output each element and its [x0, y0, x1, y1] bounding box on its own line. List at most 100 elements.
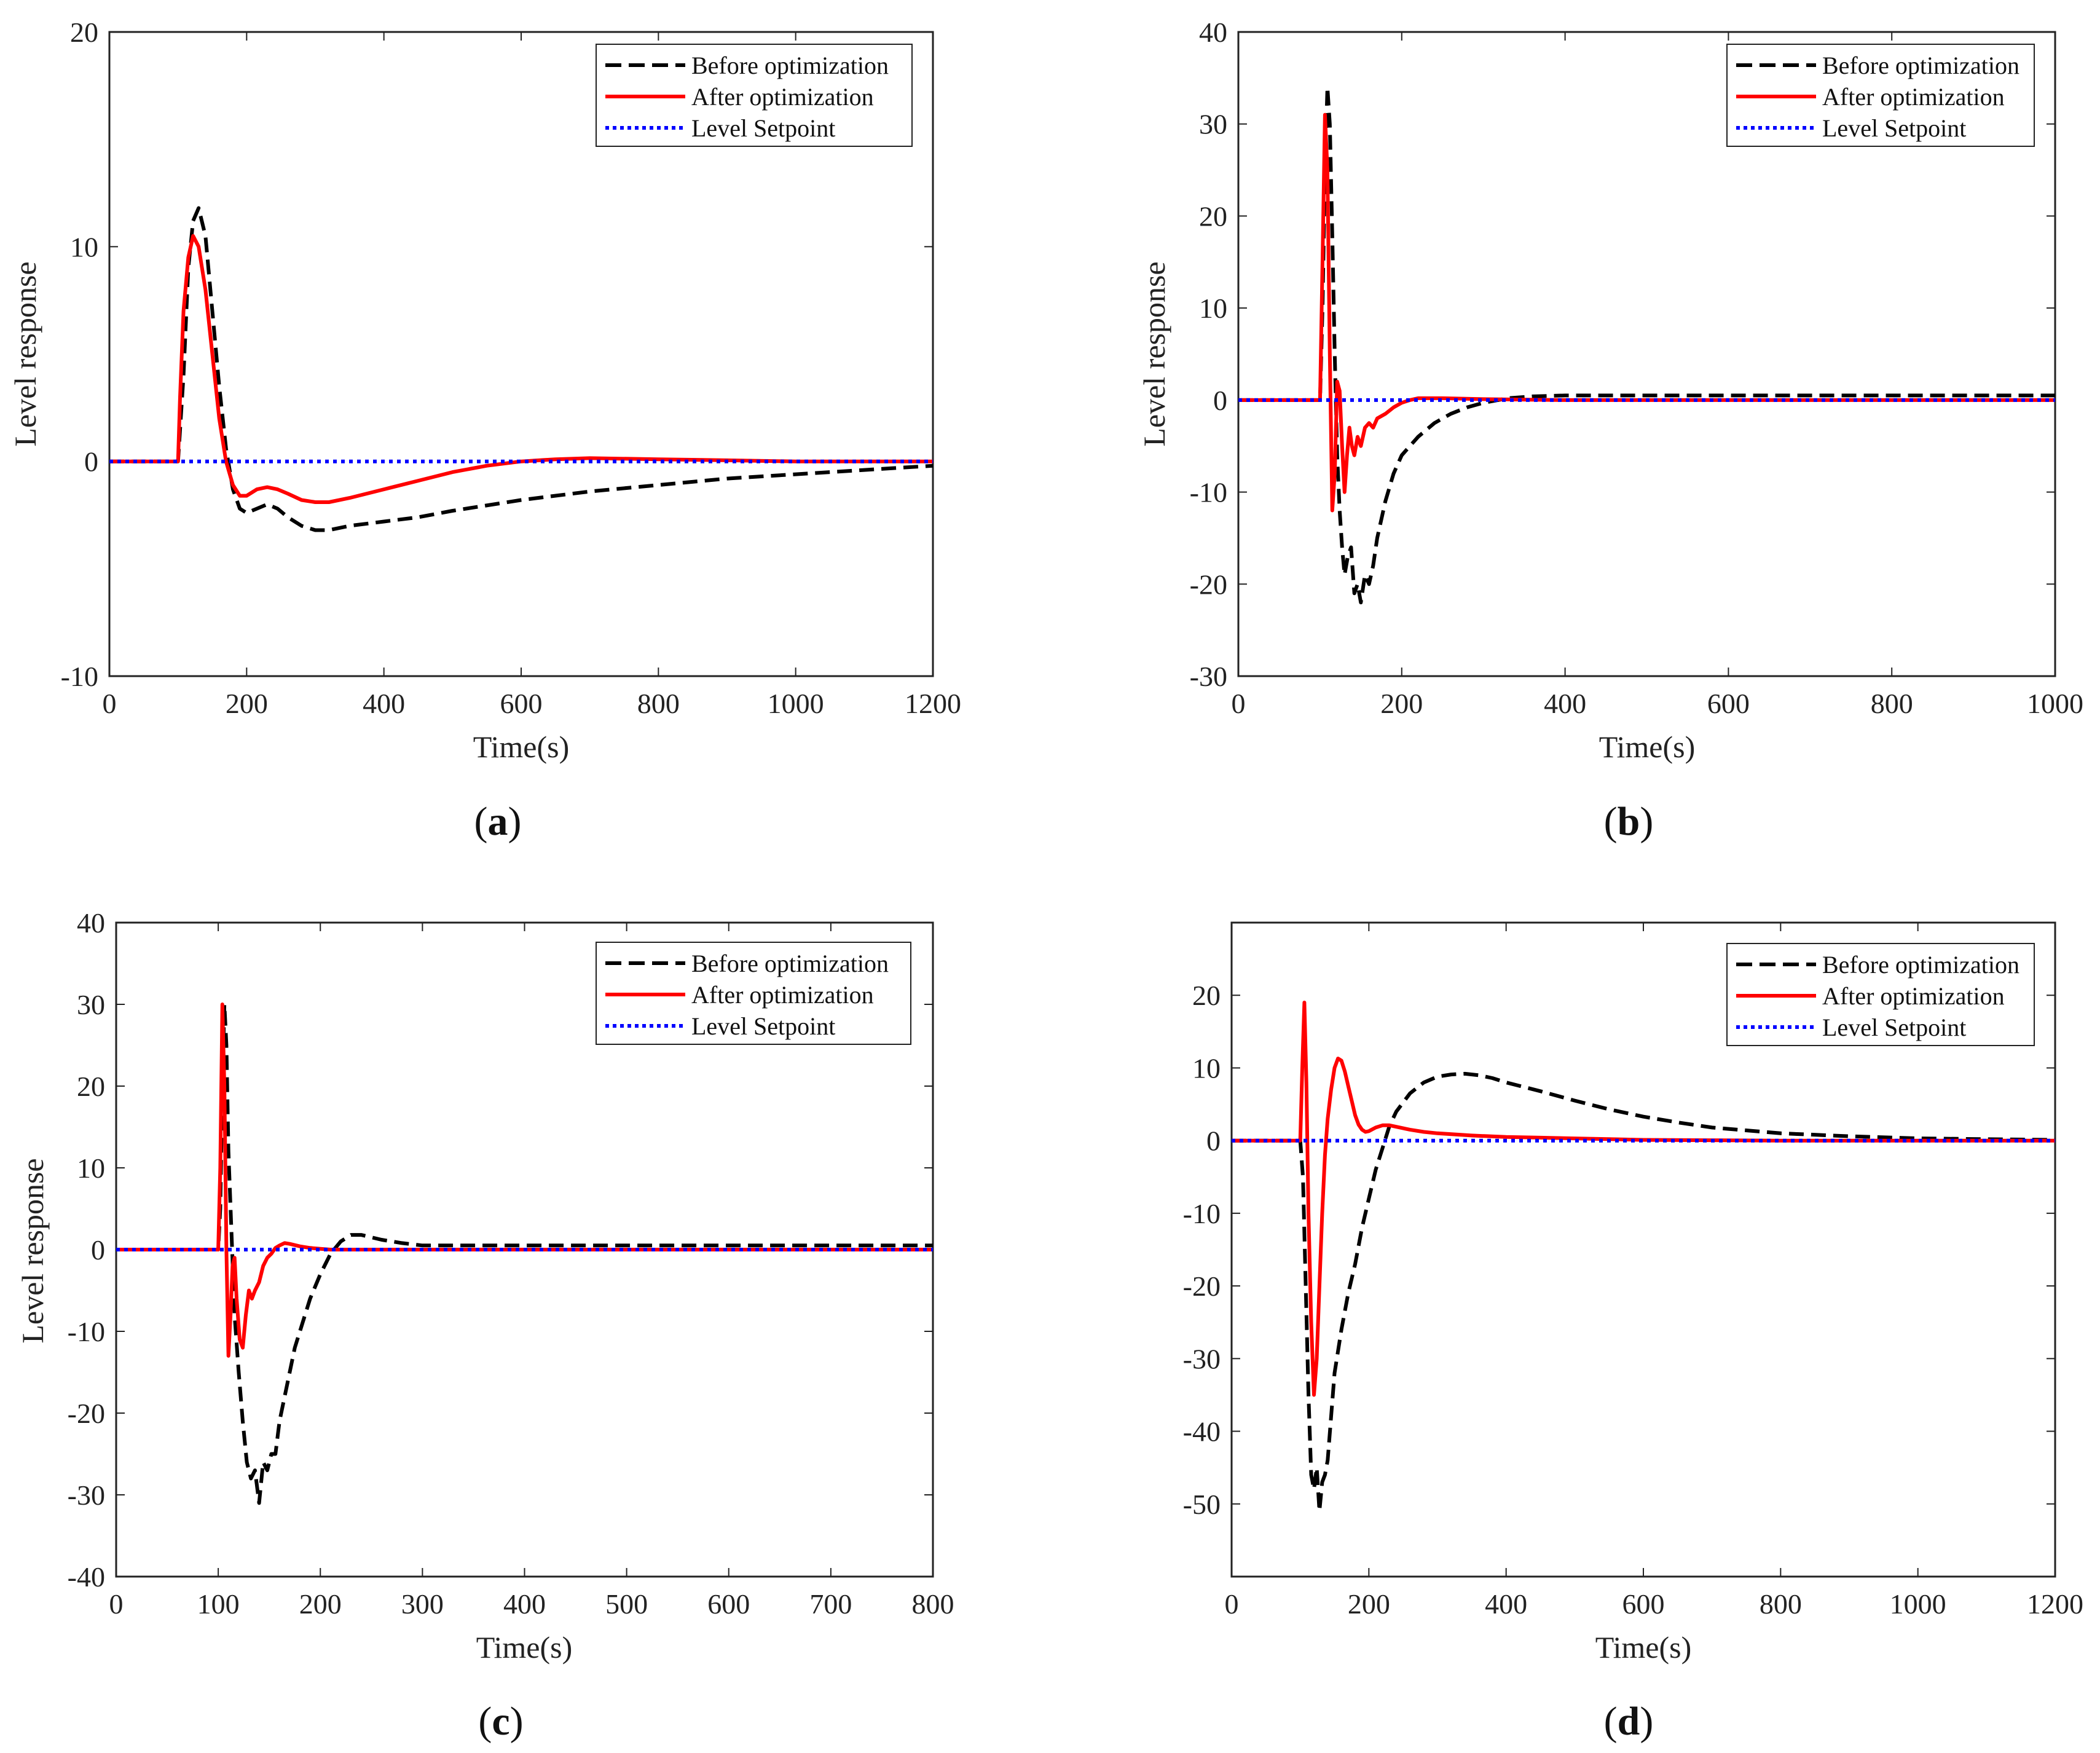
panel-a-plot-lines	[109, 206, 934, 532]
panel-d-xtick-label: 0	[1225, 1588, 1239, 1620]
panel-a-caption: (a)	[474, 799, 522, 844]
panel-a-series-after-optimization	[109, 234, 933, 504]
panel-b-legend: Before optimization After optimization L…	[1726, 44, 2035, 147]
panel-c-ytick-label: -20	[68, 1398, 105, 1429]
panel-d-legend: Before optimization After optimization L…	[1726, 943, 2035, 1046]
panel-b-ytick-label: 40	[1199, 17, 1227, 48]
panel-a-legend-label-setpoint: Level Setpoint	[691, 114, 835, 142]
panel-c-series-after-optimization	[116, 1003, 933, 1358]
panel-d-plot-lines	[1232, 1001, 2056, 1513]
panel-a-xlabel: Time(s)	[473, 730, 570, 764]
panel-a-xtick-label: 1200	[905, 688, 961, 719]
panel-b-xtick-label: 600	[1707, 688, 1750, 719]
panel-b-legend-label-before: Before optimization	[1822, 52, 2019, 79]
panel-d-legend-label-setpoint: Level Setpoint	[1822, 1014, 1966, 1041]
panel-c-xtick-label: 100	[197, 1588, 240, 1620]
panel-c-ytick-label: 30	[77, 989, 105, 1020]
panel-a-xtick-label: 400	[363, 688, 405, 719]
panel-b-ytick-label: 20	[1199, 200, 1227, 232]
panel-a-series-before-optimization	[109, 206, 934, 532]
panel-c-yticks: -40 -30 -20 -10 0 10 20 30 40	[68, 907, 933, 1593]
panel-b-plot-lines	[1238, 85, 2055, 605]
panel-a-xtick-label: 1000	[768, 688, 824, 719]
panel-c-series-before-optimization	[116, 1003, 933, 1505]
panel-c-xtick-label: 800	[912, 1588, 954, 1620]
panel-b-series-after-optimization	[1238, 112, 2055, 513]
panel-b-yticks: -30 -20 -10 0 10 20 30 40	[1190, 17, 2055, 692]
panel-d-caption: (d)	[1604, 1699, 1654, 1744]
panel-c-xtick-label: 200	[299, 1588, 342, 1620]
panel-c-ytick-label: 40	[77, 907, 105, 939]
panel-a-xtick-label: 800	[637, 688, 680, 719]
panel-c-xtick-label: 300	[401, 1588, 444, 1620]
panel-a-xticks: 0 200 400 600 800 1000 1200	[103, 32, 961, 719]
panel-b-ytick-label: 10	[1199, 293, 1227, 324]
panel-b: 0 200 400 600 800 1000 -30 -20 -10 0 10 20 30 40 Tim…	[1137, 17, 2083, 844]
panel-c-plot-lines	[116, 1003, 933, 1505]
panel-c-xtick-label: 400	[503, 1588, 546, 1620]
panel-c-ylabel: Level response	[15, 1158, 50, 1343]
panel-b-ytick-label: -20	[1190, 569, 1227, 600]
panel-b-xtick-label: 0	[1232, 688, 1246, 719]
panel-d-xtick-label: 600	[1622, 1588, 1665, 1620]
panel-c-ytick-label: 0	[91, 1234, 105, 1266]
panel-b-xlabel: Time(s)	[1599, 730, 1696, 764]
panel-d-xticks: 0 200 400 600 800 1000 1200	[1225, 923, 2083, 1620]
panel-d-series-after-optimization	[1232, 1001, 2055, 1397]
panel-d-ytick-label: 20	[1192, 980, 1221, 1011]
panel-b-xtick-label: 1000	[2027, 688, 2083, 719]
panel-c-xtick-label: 700	[809, 1588, 852, 1620]
panel-c-ytick-label: 10	[77, 1152, 105, 1184]
panel-a-yticks: -10 0 10 20	[61, 17, 933, 692]
panel-d-ytick-label: 0	[1206, 1125, 1221, 1157]
panel-b-xtick-label: 800	[1871, 688, 1913, 719]
panel-a-xtick-label: 600	[500, 688, 543, 719]
panel-d-ytick-label: -20	[1183, 1270, 1221, 1302]
panel-b-xtick-label: 200	[1380, 688, 1423, 719]
panel-d-ytick-label: -10	[1183, 1198, 1221, 1229]
panel-b-ylabel: Level response	[1137, 261, 1171, 446]
panel-d: 0 200 400 600 800 1000 1200 -50 -40 -30 -20 -10 0 10…	[1183, 921, 2083, 1744]
panel-d-xtick-label: 1000	[1890, 1588, 1946, 1620]
panel-c-ytick-label: -30	[68, 1479, 105, 1511]
panel-b-ytick-label: 30	[1199, 109, 1227, 140]
panel-d-xlabel: Time(s)	[1595, 1630, 1692, 1664]
panel-c-xlabel: Time(s)	[476, 1630, 573, 1664]
panel-d-ytick-label: -50	[1183, 1489, 1221, 1520]
panel-d-xtick-label: 800	[1760, 1588, 1802, 1620]
panel-d-legend-label-before: Before optimization	[1822, 951, 2019, 979]
panel-d-legend-label-after: After optimization	[1822, 982, 2005, 1010]
panel-d-yticks: -50 -40 -30 -20 -10 0 10 20	[1183, 980, 2055, 1520]
panel-a-caption-letter: a	[488, 799, 508, 844]
panel-b-xticks: 0 200 400 600 800 1000	[1232, 32, 2083, 719]
panel-c-xtick-label: 500	[605, 1588, 648, 1620]
panel-b-ytick-label: -30	[1190, 661, 1227, 692]
panel-b-series-before-optimization	[1238, 85, 2055, 605]
panel-a-legend-label-before: Before optimization	[691, 52, 889, 79]
panel-a-ytick-label: -10	[61, 661, 98, 692]
panel-c-xtick-label: 0	[109, 1588, 124, 1620]
panel-a-legend-label-after: After optimization	[691, 83, 874, 111]
panel-d-xtick-label: 200	[1348, 1588, 1390, 1620]
panel-c-legend: Before optimization After optimization L…	[596, 942, 911, 1045]
panel-d-series-before-optimization	[1232, 1071, 2056, 1513]
panel-c-ytick-label: 20	[77, 1071, 105, 1102]
panel-a-ytick-label: 20	[70, 17, 98, 48]
panel-a-xtick-label: 200	[226, 688, 268, 719]
panel-c-ytick-label: -10	[68, 1316, 105, 1347]
panel-b-legend-label-after: After optimization	[1822, 83, 2005, 111]
panel-c-xticks: 0 100 200 300 400 500 600 700 800	[109, 923, 954, 1620]
panel-c-ytick-label: -40	[68, 1561, 105, 1593]
panel-a-ylabel: Level response	[8, 261, 42, 446]
panel-c-xtick-label: 600	[707, 1588, 750, 1620]
panel-b-legend-label-setpoint: Level Setpoint	[1822, 114, 1966, 142]
panel-a-xtick-label: 0	[103, 688, 117, 719]
panel-c-caption-letter: c	[492, 1699, 509, 1744]
panel-d-caption-letter: d	[1618, 1699, 1640, 1744]
panel-d-ytick-label: -40	[1183, 1416, 1221, 1448]
panel-a-ytick-label: 0	[84, 446, 98, 478]
panel-c-legend-label-setpoint: Level Setpoint	[691, 1012, 835, 1040]
panel-c: 0 100 200 300 400 500 600 700 800 -40 -30 -20 -10 0 1…	[15, 907, 954, 1744]
panel-b-xtick-label: 400	[1544, 688, 1586, 719]
